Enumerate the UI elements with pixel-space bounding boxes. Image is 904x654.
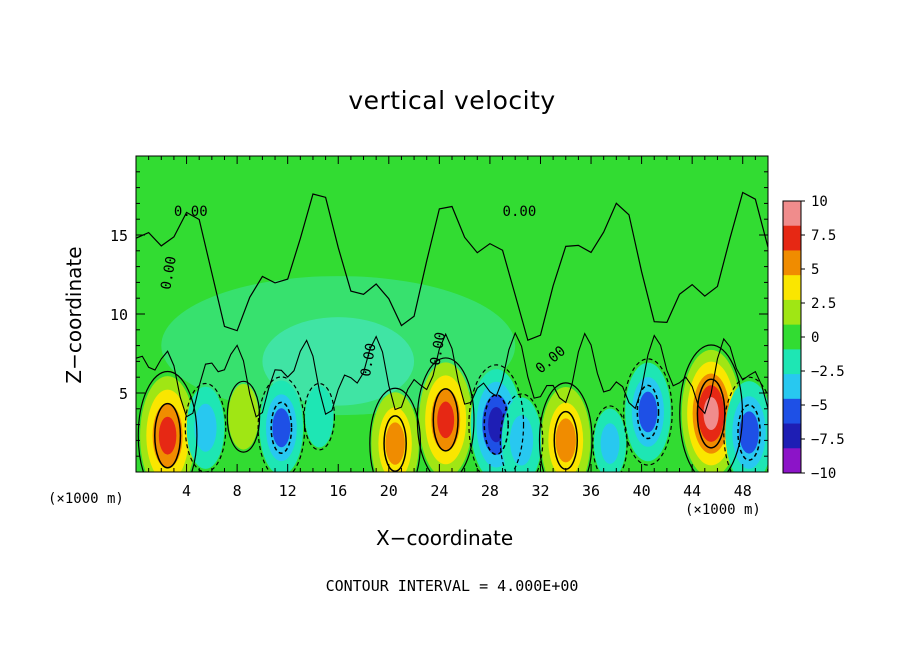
contour-line (416, 357, 475, 472)
contour-line (592, 405, 628, 472)
field-cell-2 (228, 383, 259, 450)
field-cell-10 (600, 423, 620, 464)
field-cell-1 (194, 403, 217, 452)
x-tick-label: 12 (279, 482, 297, 500)
colorbar: 10 7.5 5 2.5 0 −2.5 −5 −7.5 −10 (782, 194, 845, 482)
colorbar-band (783, 374, 801, 400)
x-unit-label-left: (×1000 m) (48, 491, 124, 507)
y-axis-label: Z−coordinate (62, 246, 86, 384)
contour-line (383, 415, 407, 472)
contour-line (369, 387, 421, 472)
chart-title: vertical velocity (348, 86, 556, 115)
field-cell-13 (739, 411, 759, 454)
field-cell-0 (158, 416, 177, 455)
contour-line (468, 364, 525, 472)
field-cell-3 (272, 408, 291, 448)
field-cell-12 (703, 397, 719, 431)
colorbar-band (783, 201, 801, 227)
x-tick-label: 16 (329, 482, 347, 500)
colorbar-band (783, 225, 801, 251)
colorbar-tick-label: −5 (811, 398, 828, 414)
contour-lines (136, 191, 768, 472)
colorbar-band (783, 398, 801, 425)
colorbar-tick-label: −10 (811, 466, 836, 482)
x-tick-label: 32 (531, 482, 549, 500)
field-cell-11 (638, 391, 658, 433)
colorbar-tick-label: 0 (811, 330, 819, 346)
x-tick-label: 40 (633, 482, 651, 500)
contour-label: 0.00 (158, 255, 180, 291)
y-tick-label: 10 (110, 306, 128, 324)
colorbar-tick-label: 2.5 (811, 296, 836, 312)
contour-line (636, 384, 660, 440)
colorbar-tick-label: 7.5 (811, 228, 836, 244)
colorbar-band (783, 250, 801, 276)
contour-interval-note: CONTOUR INTERVAL = 4.000E+00 (325, 577, 579, 595)
contour-label: 0.00 (174, 204, 208, 220)
contour-line (303, 382, 336, 451)
field-cell-8 (509, 415, 534, 466)
x-tick-label: 48 (734, 482, 752, 500)
x-axis: 4 8 12 16 20 24 28 32 36 40 44 48 (148, 156, 756, 500)
colorbar-band (783, 299, 801, 326)
contour-line (270, 401, 293, 454)
contour-label: 0.00 (503, 204, 537, 220)
field-cell-9 (555, 418, 576, 463)
x-unit-label-right: (×1000 m) (685, 502, 761, 518)
contour-line (432, 388, 459, 452)
y-tick-label: 5 (119, 385, 128, 403)
contour-line (723, 376, 768, 472)
field-cell-5 (385, 422, 405, 465)
y-axis: 5 10 15 (110, 171, 768, 457)
contour-line (137, 370, 198, 472)
contour-line (679, 344, 744, 472)
colorbar-band (783, 448, 801, 474)
y-tick-label: 15 (110, 227, 128, 245)
colorbar-tick-label: −2.5 (811, 364, 845, 380)
contour-line (623, 358, 673, 466)
zero-contour (136, 331, 768, 418)
field-cell-7 (488, 406, 505, 443)
x-tick-label: 20 (380, 482, 398, 500)
contour-line (226, 380, 261, 453)
colorbar-band (783, 423, 801, 449)
colorbar-tick-label: −7.5 (811, 432, 845, 448)
x-tick-label: 44 (683, 482, 701, 500)
field-band (262, 317, 415, 406)
x-axis-label: X−coordinate (376, 526, 514, 550)
colorbar-tick-label: 10 (811, 194, 828, 210)
contour-line (257, 376, 306, 472)
contour-line (184, 382, 227, 472)
x-tick-label: 8 (233, 482, 242, 500)
contour-label: 0.00 (428, 331, 450, 367)
field-cell-4 (305, 385, 334, 448)
colorbar-band (783, 349, 801, 375)
x-tick-label: 36 (582, 482, 600, 500)
contour-label: 0.00 (358, 342, 380, 378)
contour-line (483, 393, 509, 456)
field-cell-6 (437, 401, 455, 439)
contour-line (538, 382, 593, 472)
x-tick-label: 28 (481, 482, 499, 500)
x-tick-label: 24 (430, 482, 448, 500)
contour-line (154, 402, 182, 469)
colorbar-tick-label: 5 (811, 262, 819, 278)
zero-contour (136, 191, 768, 342)
contour-line (499, 393, 544, 472)
colorbar-band (783, 275, 801, 301)
x-tick-label: 4 (182, 482, 191, 500)
contour-line (737, 404, 761, 461)
colorbar-band (783, 324, 801, 350)
